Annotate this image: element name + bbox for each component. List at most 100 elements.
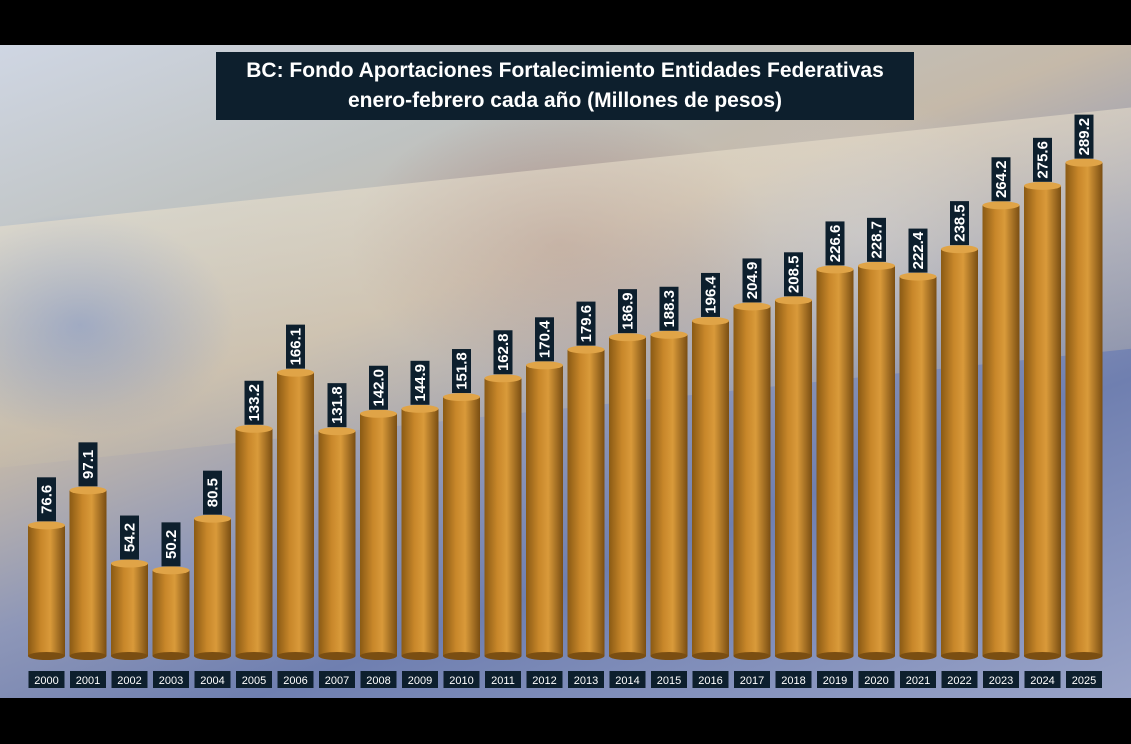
year-label-text: 2007 <box>325 675 349 687</box>
value-label-2005: 133.2 <box>244 380 264 425</box>
chart-title-line2: enero-febrero cada año (Millones de peso… <box>347 89 783 112</box>
value-label-text: 162.8 <box>495 333 512 371</box>
bar-2016 <box>692 320 729 656</box>
value-label-text: 142.0 <box>371 369 388 407</box>
value-label-2002: 54.2 <box>120 515 139 560</box>
bar-base-2004 <box>194 652 231 660</box>
year-label-2007: 2007 <box>319 671 355 688</box>
chart-title-line1: BC: Fondo Aportaciones Fortalecimiento E… <box>246 59 884 82</box>
year-label-2019: 2019 <box>817 671 853 688</box>
year-label-text: 2002 <box>117 675 141 687</box>
bar-top-2002 <box>111 559 148 568</box>
value-label-text: 228.7 <box>869 221 886 259</box>
bar-base-2025 <box>1065 652 1103 660</box>
bar-top-2008 <box>360 409 397 418</box>
bar-base-2010 <box>443 652 480 660</box>
bar-base-2012 <box>526 652 563 660</box>
value-label-2022: 238.5 <box>950 201 969 246</box>
value-label-2018: 208.5 <box>784 252 803 297</box>
bar-base-2024 <box>1024 652 1061 660</box>
bar-2025 <box>1065 162 1103 656</box>
value-label-text: 170.4 <box>537 320 554 358</box>
value-label-2017: 204.9 <box>742 258 762 303</box>
value-label-2008: 142.0 <box>369 365 388 410</box>
bar-2008 <box>360 413 397 656</box>
bar-2022 <box>941 249 978 656</box>
value-label-2000: 76.6 <box>37 477 56 522</box>
year-label-text: 2019 <box>823 675 847 687</box>
bar-top-2023 <box>982 201 1020 210</box>
value-label-text: 166.1 <box>288 328 305 366</box>
bar-2013 <box>567 349 605 656</box>
year-label-2017: 2017 <box>734 671 770 688</box>
bar-top-2024 <box>1024 181 1061 190</box>
bar-top-2021 <box>899 272 937 281</box>
bar-2024 <box>1024 185 1061 656</box>
year-label-2021: 2021 <box>900 671 936 688</box>
bar-2003 <box>152 570 190 656</box>
bar-base-2014 <box>609 652 646 660</box>
value-label-text: 222.4 <box>910 231 927 269</box>
bar-top-2016 <box>692 316 729 325</box>
year-label-2001: 2001 <box>70 671 106 688</box>
bar-2005 <box>235 428 273 656</box>
bar-top-2015 <box>650 330 688 339</box>
value-label-text: 196.4 <box>703 276 720 314</box>
bar-top-2019 <box>816 265 854 274</box>
value-label-text: 188.3 <box>661 290 678 328</box>
bar-base-2018 <box>775 652 812 660</box>
value-label-2021: 222.4 <box>908 228 928 273</box>
bar-2015 <box>650 334 688 656</box>
year-label-text: 2000 <box>34 675 58 687</box>
year-label-2008: 2008 <box>360 671 397 688</box>
value-label-text: 50.2 <box>163 530 180 559</box>
year-label-2020: 2020 <box>858 671 895 688</box>
year-label-text: 2020 <box>864 675 888 687</box>
value-label-2013: 179.6 <box>576 301 596 346</box>
year-label-2000: 2000 <box>28 671 65 688</box>
bar-2021 <box>899 276 937 656</box>
bar-top-2001 <box>69 486 107 495</box>
bar-2011 <box>484 378 522 656</box>
bar-top-2022 <box>941 245 978 254</box>
year-label-text: 2001 <box>76 675 100 687</box>
bar-base-2008 <box>360 652 397 660</box>
year-label-text: 2011 <box>491 675 515 687</box>
bar-base-2013 <box>567 652 605 660</box>
value-label-text: 179.6 <box>578 305 595 343</box>
year-label-2006: 2006 <box>277 671 314 688</box>
value-label-text: 204.9 <box>744 262 761 300</box>
year-label-text: 2009 <box>408 675 432 687</box>
year-label-text: 2010 <box>449 675 473 687</box>
year-label-text: 2006 <box>283 675 307 687</box>
bar-base-2016 <box>692 652 729 660</box>
bar-base-2003 <box>152 652 190 660</box>
bar-top-2012 <box>526 361 563 370</box>
year-label-text: 2016 <box>698 675 722 687</box>
bar-top-2018 <box>775 296 812 305</box>
bar-base-2020 <box>858 652 895 660</box>
bar-2009 <box>401 408 439 656</box>
year-label-2023: 2023 <box>983 671 1019 688</box>
bar-base-2011 <box>484 652 522 660</box>
year-label-text: 2012 <box>532 675 556 687</box>
year-label-text: 2004 <box>200 675 224 687</box>
bar-top-2009 <box>401 404 439 413</box>
year-label-text: 2024 <box>1030 675 1054 687</box>
bar-top-2007 <box>318 427 356 436</box>
value-label-text: 97.1 <box>80 450 97 479</box>
year-label-text: 2008 <box>366 675 390 687</box>
bar-top-2020 <box>858 261 895 270</box>
bar-2012 <box>526 365 563 656</box>
year-label-text: 2023 <box>989 675 1013 687</box>
year-label-2013: 2013 <box>568 671 604 688</box>
bar-base-2017 <box>733 652 771 660</box>
bar-2001 <box>69 490 107 656</box>
value-label-2011: 162.8 <box>493 330 513 375</box>
bar-base-2022 <box>941 652 978 660</box>
bar-2004 <box>194 518 231 656</box>
year-label-2018: 2018 <box>775 671 812 688</box>
year-label-2014: 2014 <box>609 671 646 688</box>
value-label-2014: 186.9 <box>618 289 637 334</box>
value-label-text: 238.5 <box>952 204 969 242</box>
